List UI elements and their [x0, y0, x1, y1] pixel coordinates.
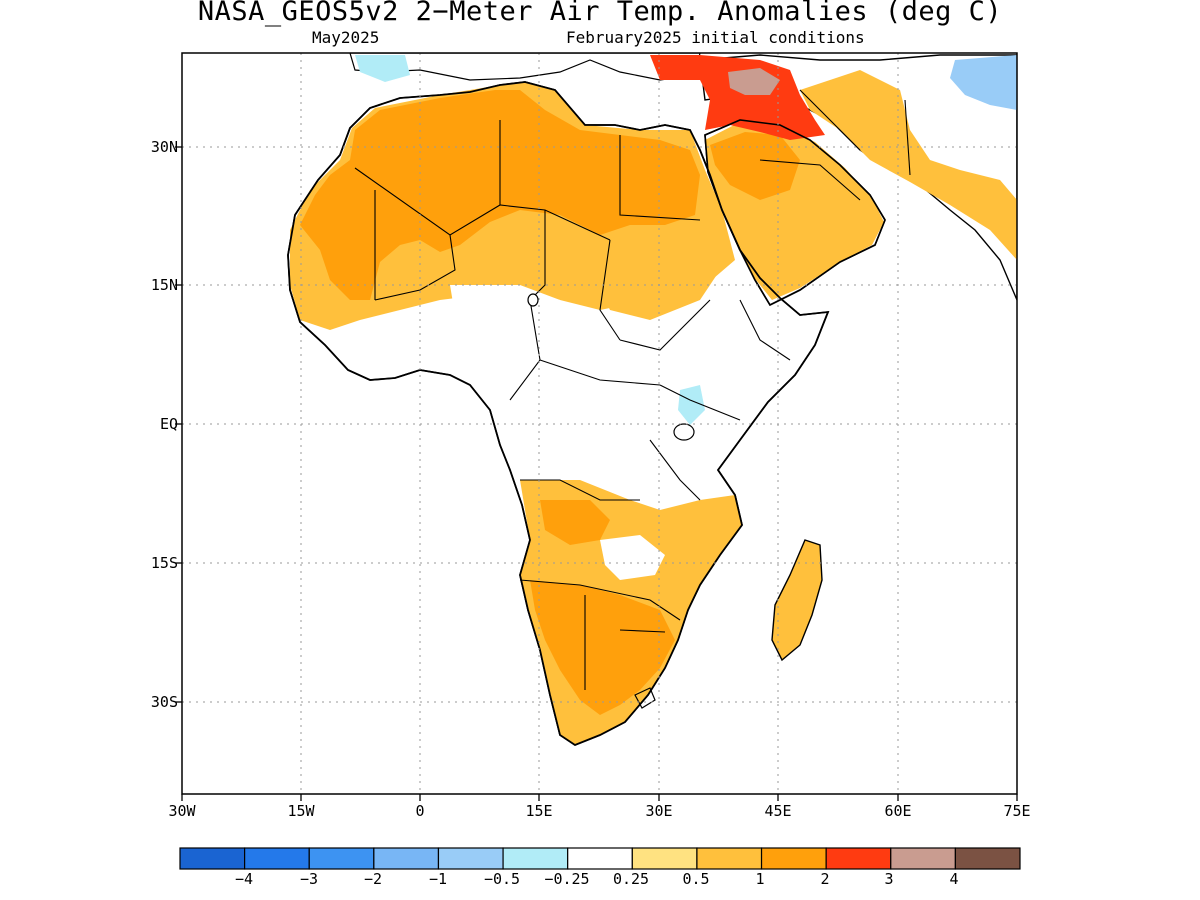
colorbar-label: −3	[299, 870, 319, 888]
anomaly-3-4	[728, 68, 780, 95]
x-tick-label: 60E	[884, 802, 912, 820]
colorbar-swatch	[179, 847, 246, 870]
y-tick-label: 30S	[150, 693, 178, 711]
map-area	[287, 53, 1017, 747]
x-tick-label: 15W	[287, 802, 315, 820]
colorbar-swatch	[308, 847, 375, 870]
x-tick-label: 45E	[764, 802, 792, 820]
anomaly-1-2-angola	[540, 500, 610, 545]
colorbar-label: 0.5	[682, 870, 710, 888]
x-tick-label: 15E	[525, 802, 553, 820]
x-tick-label: 75E	[1003, 802, 1031, 820]
anomaly-neutral-central	[540, 340, 690, 480]
anomaly-1-2-arabia	[710, 132, 800, 200]
colorbar-label: −2	[363, 870, 383, 888]
colorbar-swatch	[760, 847, 827, 870]
initial-conditions: February2025 initial conditions	[566, 28, 865, 47]
colorbar-swatch	[373, 847, 440, 870]
colorbar-swatch	[567, 847, 633, 870]
colorbar	[179, 847, 1021, 870]
forecast-month: May2025	[312, 28, 380, 47]
colorbar-label: −1	[428, 870, 448, 888]
madagascar	[771, 539, 823, 662]
lake-chad	[527, 293, 539, 307]
anomaly-neutral-zambia	[600, 535, 665, 580]
x-tick-label: 30E	[645, 802, 673, 820]
map-title: NASA_GEOS5v2 2−Meter Air Temp. Anomalies…	[197, 0, 1003, 27]
colorbar-label: 1	[755, 870, 765, 888]
africa-coastline	[287, 81, 830, 747]
colorbar-swatch	[437, 847, 504, 870]
anomaly-0.5-1-mideast	[800, 70, 1017, 260]
gridlines	[182, 53, 1017, 794]
colorbar-swatch	[890, 847, 956, 870]
colorbar-swatch	[631, 847, 698, 870]
anomaly-cool-eastafrica	[678, 385, 705, 425]
colorbar-label: −0.5	[483, 870, 521, 888]
lake-victoria	[673, 423, 695, 441]
x-tick-label: 0	[415, 802, 425, 820]
colorbar-label: 2	[820, 870, 830, 888]
arabia-coastline	[704, 119, 886, 307]
colorbar-label: 4	[949, 870, 959, 888]
anomaly-0.5-1-sahel	[595, 230, 720, 320]
colorbar-swatch	[825, 847, 892, 870]
colorbar-label: −0.25	[544, 870, 590, 888]
y-tick-label: 30N	[150, 138, 178, 156]
anomaly-1-2-south	[530, 580, 675, 715]
anomaly-cool-eurasia	[950, 55, 1017, 110]
y-tick-label: 15N	[150, 276, 178, 294]
anomaly-2-3	[650, 55, 825, 140]
lesotho-border	[634, 687, 656, 709]
colorbar-label: −4	[234, 870, 254, 888]
colorbar-label: 3	[884, 870, 894, 888]
axis-ticks	[175, 146, 1018, 801]
y-tick-label: EQ	[159, 415, 178, 433]
colorbar-swatch	[502, 847, 569, 870]
y-tick-label: 15S	[150, 554, 178, 572]
colorbar-swatch	[244, 847, 310, 870]
colorbar-label: 0.25	[612, 870, 650, 888]
anomaly-cool-iberia	[355, 55, 410, 82]
colorbar-swatch	[696, 847, 763, 870]
anomaly-neutral-sahel	[450, 285, 570, 375]
colorbar-swatch	[954, 847, 1021, 870]
x-tick-label: 30W	[168, 802, 196, 820]
